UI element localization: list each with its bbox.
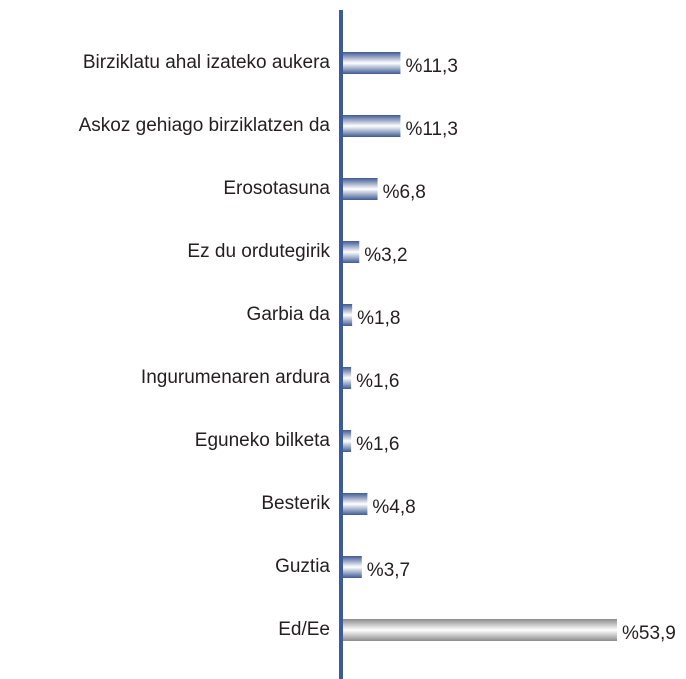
- category-label: Besterik: [261, 493, 330, 514]
- category-label: Guztia: [275, 556, 330, 577]
- bar: [343, 241, 360, 263]
- value-label: %1,8: [357, 308, 400, 329]
- category-label: Ingurumenaren ardura: [141, 367, 330, 388]
- bar: [343, 430, 352, 452]
- bar: [343, 556, 362, 578]
- category-label: Ez du ordutegirik: [187, 241, 330, 262]
- category-label: Askoz gehiago birziklatzen da: [79, 115, 331, 136]
- value-label: %3,7: [367, 560, 410, 581]
- bar: [343, 367, 352, 389]
- bar: [343, 493, 368, 515]
- bar: [343, 304, 353, 326]
- bar: [343, 52, 401, 74]
- value-label: %11,3: [405, 119, 457, 140]
- value-label: %11,3: [405, 56, 457, 77]
- value-label: %3,2: [364, 245, 407, 266]
- category-label: Ed/Ee: [278, 619, 330, 640]
- value-label: %6,8: [383, 182, 426, 203]
- category-label: Garbia da: [247, 304, 331, 325]
- value-label: %53,9: [622, 623, 676, 644]
- bar: [343, 619, 617, 641]
- bar: [343, 178, 378, 200]
- category-label: Erosotasuna: [223, 178, 330, 199]
- bar: [343, 115, 401, 137]
- value-label: %1,6: [356, 434, 399, 455]
- value-label: %1,6: [356, 371, 399, 392]
- value-label: %4,8: [372, 497, 415, 518]
- category-label: Birziklatu ahal izateko aukera: [83, 52, 331, 73]
- category-label: Eguneko bilketa: [195, 430, 331, 451]
